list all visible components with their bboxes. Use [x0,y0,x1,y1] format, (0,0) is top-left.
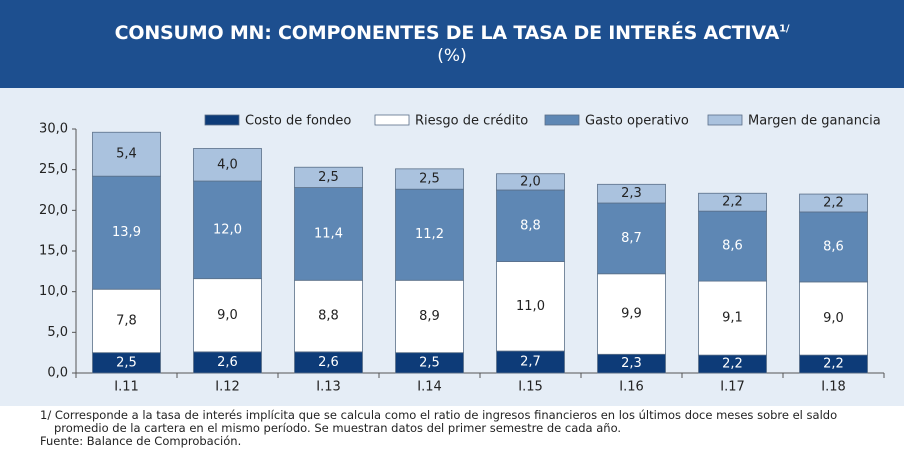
value-label: 4,0 [217,157,238,172]
legend-swatch [707,114,743,126]
x-tick-label: I.14 [417,380,442,395]
bar-segment [92,288,161,354]
value-label: 9,1 [722,311,743,326]
chart-title: CONSUMO MN: COMPONENTES DE LA TASA DE IN… [0,22,904,44]
bar-segment [294,279,363,353]
title-note: 1/ [779,23,790,35]
value-label: 9,0 [217,308,238,323]
bar-segment [294,187,363,281]
x-tick-label: I.13 [316,380,341,395]
value-label: 2,3 [621,186,642,201]
value-label: 11,2 [415,227,444,242]
bar-segment [698,210,767,282]
legend-swatch [374,114,410,126]
bar-segment [496,261,565,352]
chart: 0,0 5,0 10,0 15,0 20,0 25,0 30,0 I.11 2,5 7,8 13,9… [0,88,904,406]
value-label: 12,0 [213,222,242,237]
bar-segment [597,183,666,204]
value-label: 2,5 [116,355,137,370]
value-label: 9,0 [823,311,844,326]
value-label: 8,8 [520,218,541,233]
value-label: 2,5 [419,172,440,187]
bar-segment [597,273,666,355]
value-label: 13,9 [112,225,141,240]
value-label: 2,0 [520,174,541,189]
y-tick-label: 25,0 [39,162,68,177]
value-label: 2,2 [722,357,743,372]
value-label: 7,8 [116,313,137,328]
value-label: 9,9 [621,307,642,322]
x-tick-label: I.15 [518,380,543,395]
value-label: 8,6 [722,239,743,254]
value-label: 2,5 [419,355,440,370]
value-label: 2,6 [217,355,238,370]
subtitle: (%) [437,46,467,66]
bar-segment [496,173,565,191]
bar-segment [395,168,464,190]
source: Fuente: Balance de Comprobación. [40,434,242,448]
bar-segment [193,278,262,353]
y-tick-label: 0,0 [47,366,68,381]
footnote: 1/ Corresponde a la tasa de interés impl… [40,408,838,435]
legend-swatch [544,114,580,126]
value-label: 11,4 [314,226,343,241]
bar-segment [799,281,868,356]
bar-segment [395,188,464,281]
y-tick-label: 5,0 [47,325,68,340]
value-label: 8,8 [318,309,339,324]
value-label: 2,2 [823,196,844,211]
y-tick-label: 15,0 [39,244,68,259]
y-tick-label: 30,0 [39,122,68,137]
notes: 1/ Corresponde a la tasa de interés impl… [40,409,890,448]
value-label: 5,4 [116,147,137,162]
title-text: CONSUMO MN: COMPONENTES DE LA TASA DE IN… [114,22,780,44]
x-tick-label: I.11 [114,380,139,395]
x-tick-label: I.18 [821,380,846,395]
value-label: 2,5 [318,170,339,185]
bar-segment [698,192,767,212]
legend-label: Costo de fondeo [245,114,351,129]
bar-segment [698,280,767,356]
value-label: 11,0 [516,299,545,314]
bar-segment [799,193,868,213]
legend-label: Margen de ganancia [748,114,881,129]
bar-segment [597,202,666,275]
x-tick-label: I.17 [720,380,745,395]
bar-segment [193,180,262,280]
value-label: 2,2 [722,195,743,210]
value-label: 2,7 [520,355,541,370]
value-label: 8,9 [419,309,440,324]
bar-segment [193,148,262,182]
legend-label: Riesgo de crédito [415,114,528,129]
value-label: 2,6 [318,355,339,370]
value-label: 2,2 [823,357,844,372]
bar-segment [92,131,161,177]
legend-label: Gasto operativo [585,114,689,129]
x-tick-label: I.12 [215,380,240,395]
y-tick-label: 10,0 [39,284,68,299]
header: CONSUMO MN: COMPONENTES DE LA TASA DE IN… [0,0,904,88]
value-label: 8,7 [621,231,642,246]
x-tick-label: I.16 [619,380,644,395]
value-label: 8,6 [823,239,844,254]
bar-segment [92,175,161,290]
value-label: 2,3 [621,356,642,371]
y-tick-label: 20,0 [39,203,68,218]
bar-segment [294,166,363,188]
bar-segment [799,211,868,283]
legend-swatch [204,114,240,126]
